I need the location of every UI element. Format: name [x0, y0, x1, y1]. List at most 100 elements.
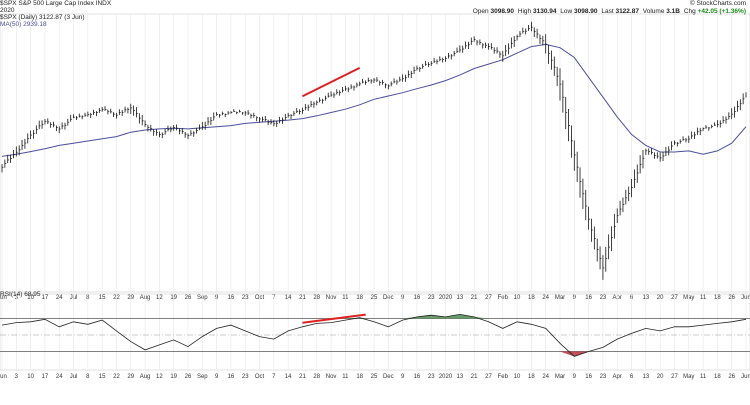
price-x-tick-label: 15 — [99, 295, 106, 301]
ohlc-chg-value: +42.05 (+1.36%) — [697, 8, 746, 15]
price-x-tick-label: 11 — [342, 295, 349, 301]
rsi-x-tick-label: 9 — [215, 374, 219, 380]
rsi-x-tick-label: Jul — [70, 374, 78, 380]
price-x-tick-label: 13 — [457, 295, 464, 301]
price-x-tick-label: Feb — [498, 295, 509, 301]
ohlc-last-label: Last — [601, 8, 614, 15]
rsi-x-tick-label: 13 — [457, 374, 464, 380]
price-x-tick-label: 24 — [542, 295, 549, 301]
chart-title: $SPX S&P 500 Large Cap Index INDX — [0, 0, 112, 7]
rsi-x-tick-label: Dec — [383, 374, 394, 380]
rsi-x-tick-label: 28 — [313, 374, 320, 380]
price-x-tick-label: 8 — [86, 295, 90, 301]
price-x-tick-label: 9 — [573, 295, 577, 301]
rsi-x-tick-label: 21 — [471, 374, 478, 380]
price-x-tick-label: 18 — [528, 295, 535, 301]
rsi-x-tick-label: Feb — [498, 374, 509, 380]
price-x-tick-label: 21 — [471, 295, 478, 301]
ohlc-volume-label: Volume — [642, 8, 665, 15]
ma-legend: MA(50) 2939.18 — [0, 21, 47, 28]
price-x-tick-label: 7 — [272, 295, 276, 301]
price-x-tick-label: 2020 — [439, 295, 453, 301]
rsi-x-tick-label: 25 — [371, 374, 378, 380]
rsi-x-tick-label: 26 — [185, 374, 192, 380]
price-x-tick-label: 9 — [215, 295, 219, 301]
ma-series-line — [1, 43, 747, 157]
rsi-x-tick-label: May — [683, 374, 694, 380]
price-x-tick-label: 20 — [657, 295, 664, 301]
rsi-x-tick-label: 18 — [528, 374, 535, 380]
rsi-x-tick-label: 2020 — [439, 374, 453, 380]
rsi-x-tick-label: 23 — [600, 374, 607, 380]
rsi-x-tick-label: 17 — [42, 374, 49, 380]
rsi-x-tick-label: 27 — [671, 374, 678, 380]
ohlc-open-value: 3098.90 — [490, 8, 514, 15]
ohlc-low-value: 3098.90 — [574, 8, 598, 15]
rsi-x-tick-label: 3 — [15, 374, 19, 380]
rsi-x-tick-label: 14 — [285, 374, 292, 380]
rsi-overbought-fill — [359, 317, 374, 319]
rsi-x-tick-label: Nov — [326, 374, 337, 380]
price-x-tick-label: 19 — [170, 295, 177, 301]
price-x-tick-label: 23 — [242, 295, 249, 301]
price-x-tick-label: 21 — [299, 295, 306, 301]
rsi-x-tick-label: 16 — [585, 374, 592, 380]
rsi-x-tick-label: Mar — [555, 374, 565, 380]
rsi-x-tick-label: 13 — [643, 374, 650, 380]
watermark: © StockCharts.com — [689, 0, 746, 7]
rsi-x-tick-label: 7 — [272, 374, 276, 380]
rsi-x-tick-label: 20 — [657, 374, 664, 380]
price-panel-frame — [0, 13, 750, 293]
price-x-tick-label: 16 — [585, 295, 592, 301]
price-x-tick-label: 23 — [600, 295, 607, 301]
rsi-x-tick-label: 11 — [700, 374, 707, 380]
price-x-tick-label: 16 — [414, 295, 421, 301]
rsi-panel-frame — [0, 293, 750, 371]
chart-date-line: 2020 — [0, 7, 15, 14]
price-x-tick-label: 12 — [156, 295, 163, 301]
rsi-x-tick-label: 11 — [342, 374, 349, 380]
price-x-tick-label: 27 — [671, 295, 678, 301]
price-x-tick-label: 28 — [313, 295, 320, 301]
rsi-x-tick-label: 16 — [228, 374, 235, 380]
price-x-tick-label: 25 — [371, 295, 378, 301]
price-x-tick-label: 6 — [630, 295, 634, 301]
rsi-x-tick-label: 15 — [99, 374, 106, 380]
price-x-tick-label: Jun — [0, 295, 7, 301]
rsi-x-tick-label: 29 — [127, 374, 134, 380]
price-x-tick-label: 29 — [127, 295, 134, 301]
rsi-x-tick-label: 24 — [56, 374, 63, 380]
price-x-tick-label: 26 — [728, 295, 735, 301]
ohlc-high-label: High — [517, 8, 532, 15]
rsi-x-tick-label: Apr — [613, 374, 622, 380]
ohlc-low-label: Low — [560, 8, 573, 15]
price-x-tick-label: 22 — [113, 295, 120, 301]
rsi-x-tick-label: 19 — [170, 374, 177, 380]
rsi-x-tick-label: 12 — [156, 374, 163, 380]
rsi-divergence-line — [302, 313, 366, 324]
rsi-x-tick-label: 6 — [630, 374, 634, 380]
rsi-x-tick-label: 18 — [714, 374, 721, 380]
rsi-x-tick-label: 18 — [356, 374, 363, 380]
price-x-tick-label: 10 — [514, 295, 521, 301]
price-divergence-line — [302, 67, 361, 98]
ohlc-readout: Open 3098.90 High 3130.94 Low 3098.90 La… — [471, 8, 746, 15]
price-x-tick-label: 13 — [643, 295, 650, 301]
rsi-x-tick-label: 16 — [414, 374, 421, 380]
ohlc-last-value: 3122.87 — [615, 8, 639, 15]
rsi-series-line — [1, 313, 747, 357]
price-x-tick-label: 24 — [56, 295, 63, 301]
rsi-x-tick-label: 8 — [86, 374, 90, 380]
rsi-x-tick-label: Oct — [255, 374, 265, 380]
price-x-tick-label: 9 — [401, 295, 405, 301]
price-x-tick-label: 3 — [15, 295, 19, 301]
price-x-tick-label: Jun — [741, 295, 750, 301]
ohlc-high-value: 3130.94 — [532, 8, 557, 15]
price-x-tick-label: 27 — [485, 295, 492, 301]
price-x-tick-label: 26 — [185, 295, 192, 301]
rsi-x-tick-label: 21 — [299, 374, 306, 380]
rsi-x-tick-label: 26 — [728, 374, 735, 380]
rsi-x-tick-label: Jun — [741, 374, 750, 380]
